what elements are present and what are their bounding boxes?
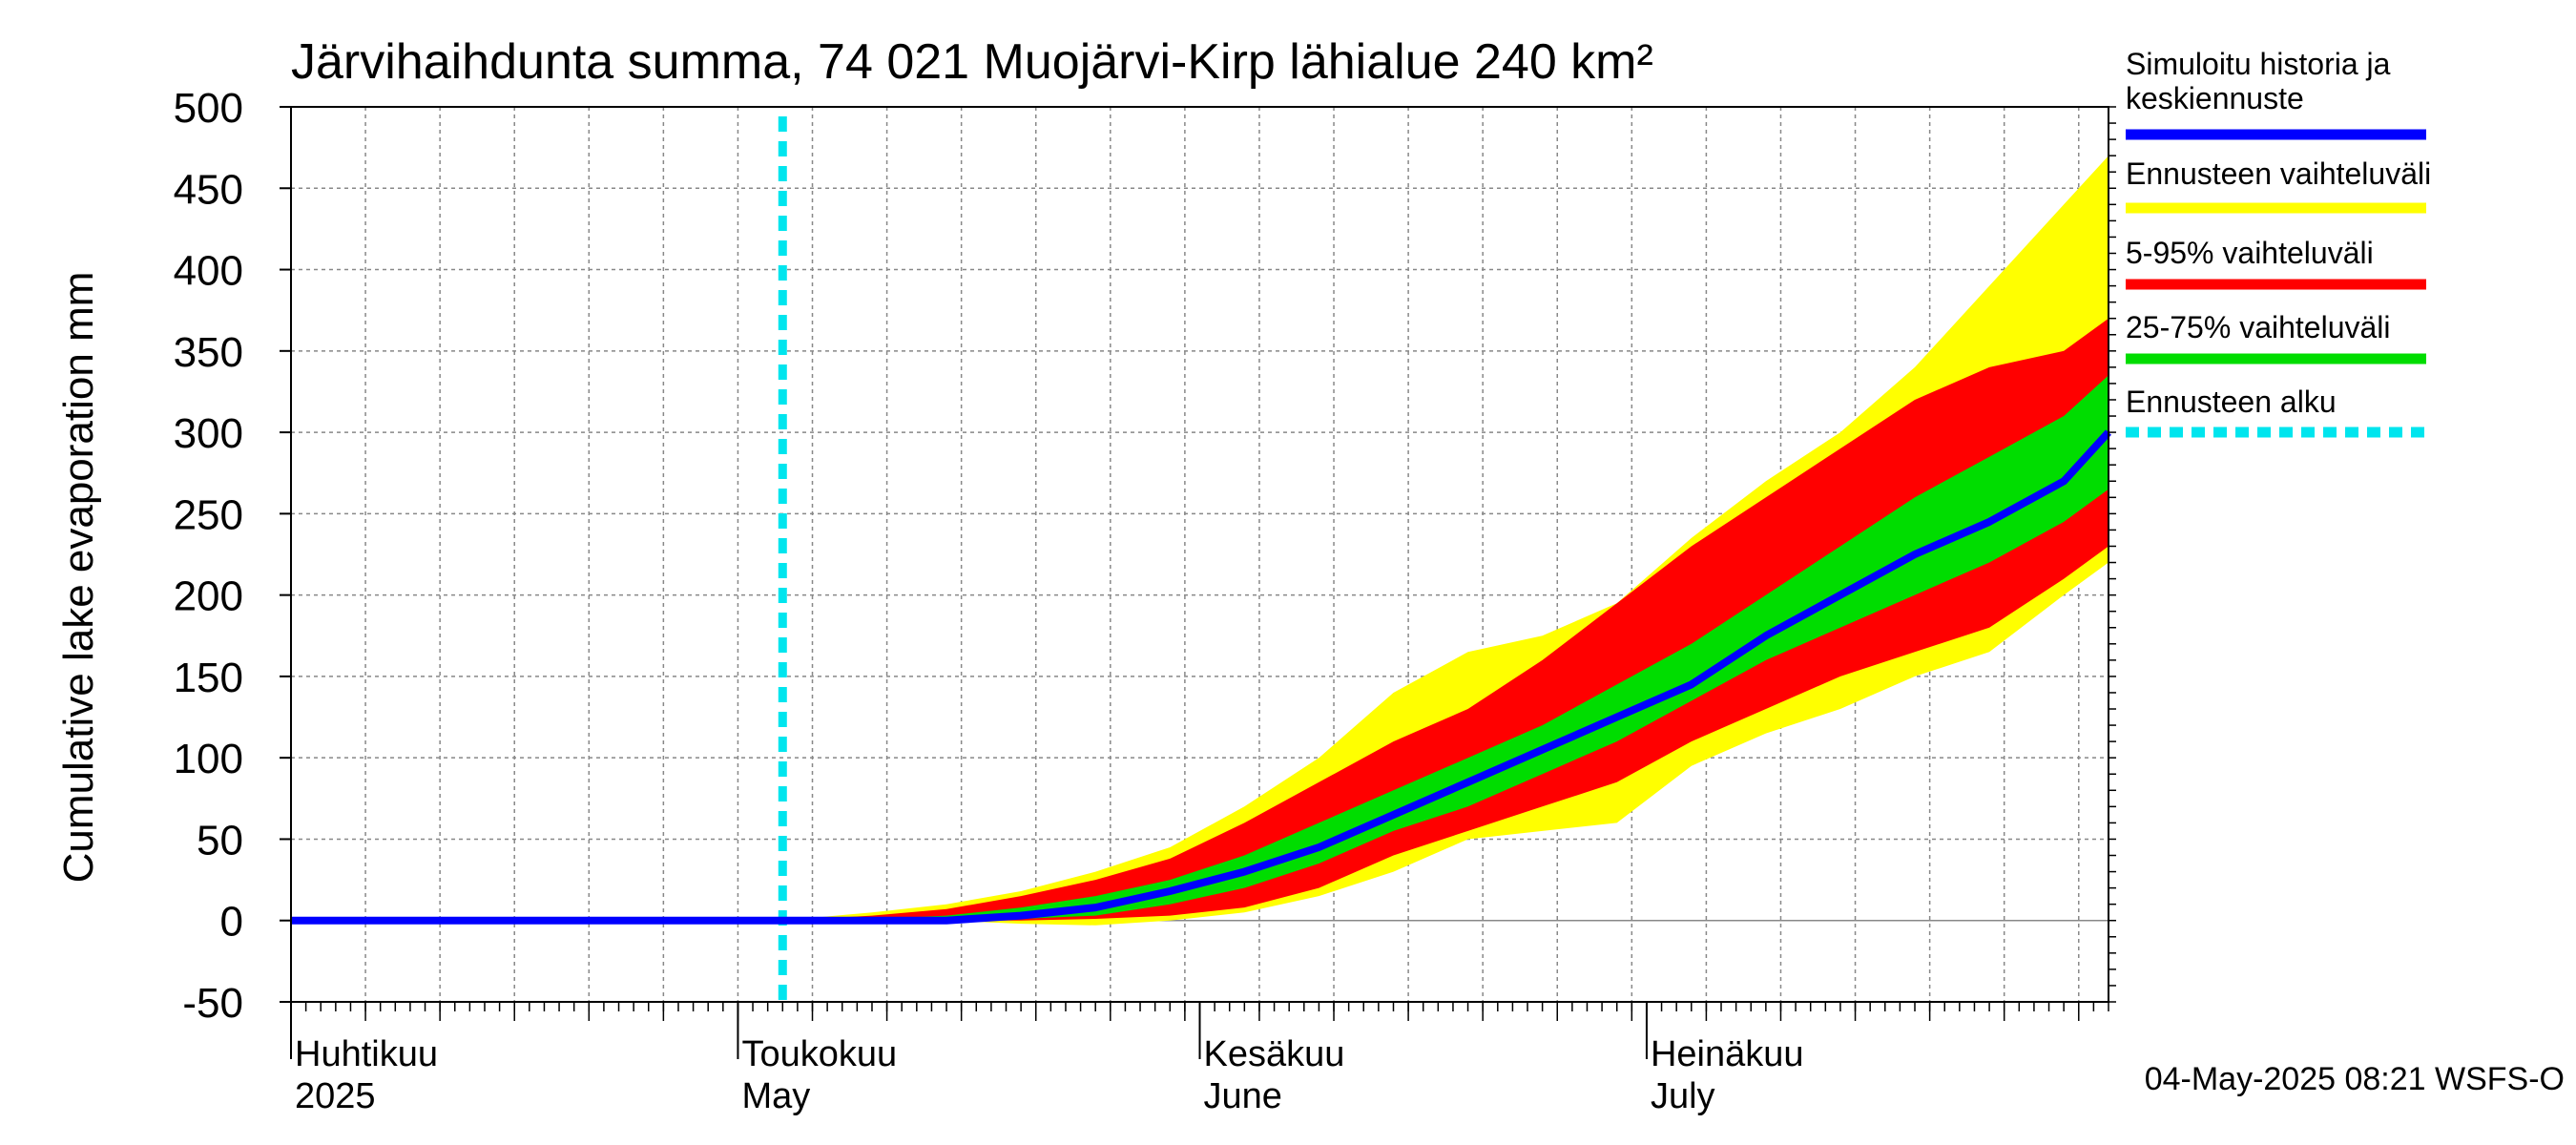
legend-label: keskiennuste [2126,81,2304,115]
x-month-label: Toukokuu [741,1034,897,1074]
y-tick-label: 150 [174,655,243,701]
y-tick-label: 50 [197,817,243,864]
x-year-label: 2025 [295,1076,376,1116]
forecast-bands [291,156,2109,926]
y-tick-label: -50 [182,980,243,1027]
x-month-label: Kesäkuu [1204,1034,1345,1074]
x-year-label: May [741,1076,810,1116]
axes: -50 0 50 100 150 200 250 300 350 400 450 500 Huhtiku… [174,85,2116,1116]
chart-title: Järvihaihdunta summa, 74 021 Muojärvi-Ki… [291,34,1653,90]
legend-label: 5-95% vaihteluväli [2126,236,2374,270]
y-tick-label: 350 [174,329,243,376]
y-tick-label: 250 [174,491,243,538]
y-tick-label: 400 [174,248,243,295]
x-year-label: July [1651,1076,1715,1116]
legend-label: Simuloitu historia ja [2126,47,2391,81]
median-forecast-line [291,429,2111,925]
x-month-label: Heinäkuu [1651,1034,1804,1074]
x-month-label: Huhtikuu [295,1034,438,1074]
y-tick-label: 100 [174,736,243,782]
x-year-label: June [1204,1076,1282,1116]
legend-label: 25-75% vaihteluväli [2126,310,2391,344]
legend-label: Ennusteen alku [2126,385,2337,419]
y-tick-label: 500 [174,85,243,132]
y-tick-label: 450 [174,166,243,213]
y-tick-label: 200 [174,573,243,620]
data-lines [291,116,2111,1002]
y-tick-label: 0 [220,899,243,946]
timestamp: 04-May-2025 08:21 WSFS-O [2145,1061,2565,1097]
legend-label: Ennusteen vaihteluväli [2126,156,2431,191]
y-tick-label: 300 [174,410,243,457]
y-axis-label: Cumulative lake evaporation mm [55,272,102,884]
